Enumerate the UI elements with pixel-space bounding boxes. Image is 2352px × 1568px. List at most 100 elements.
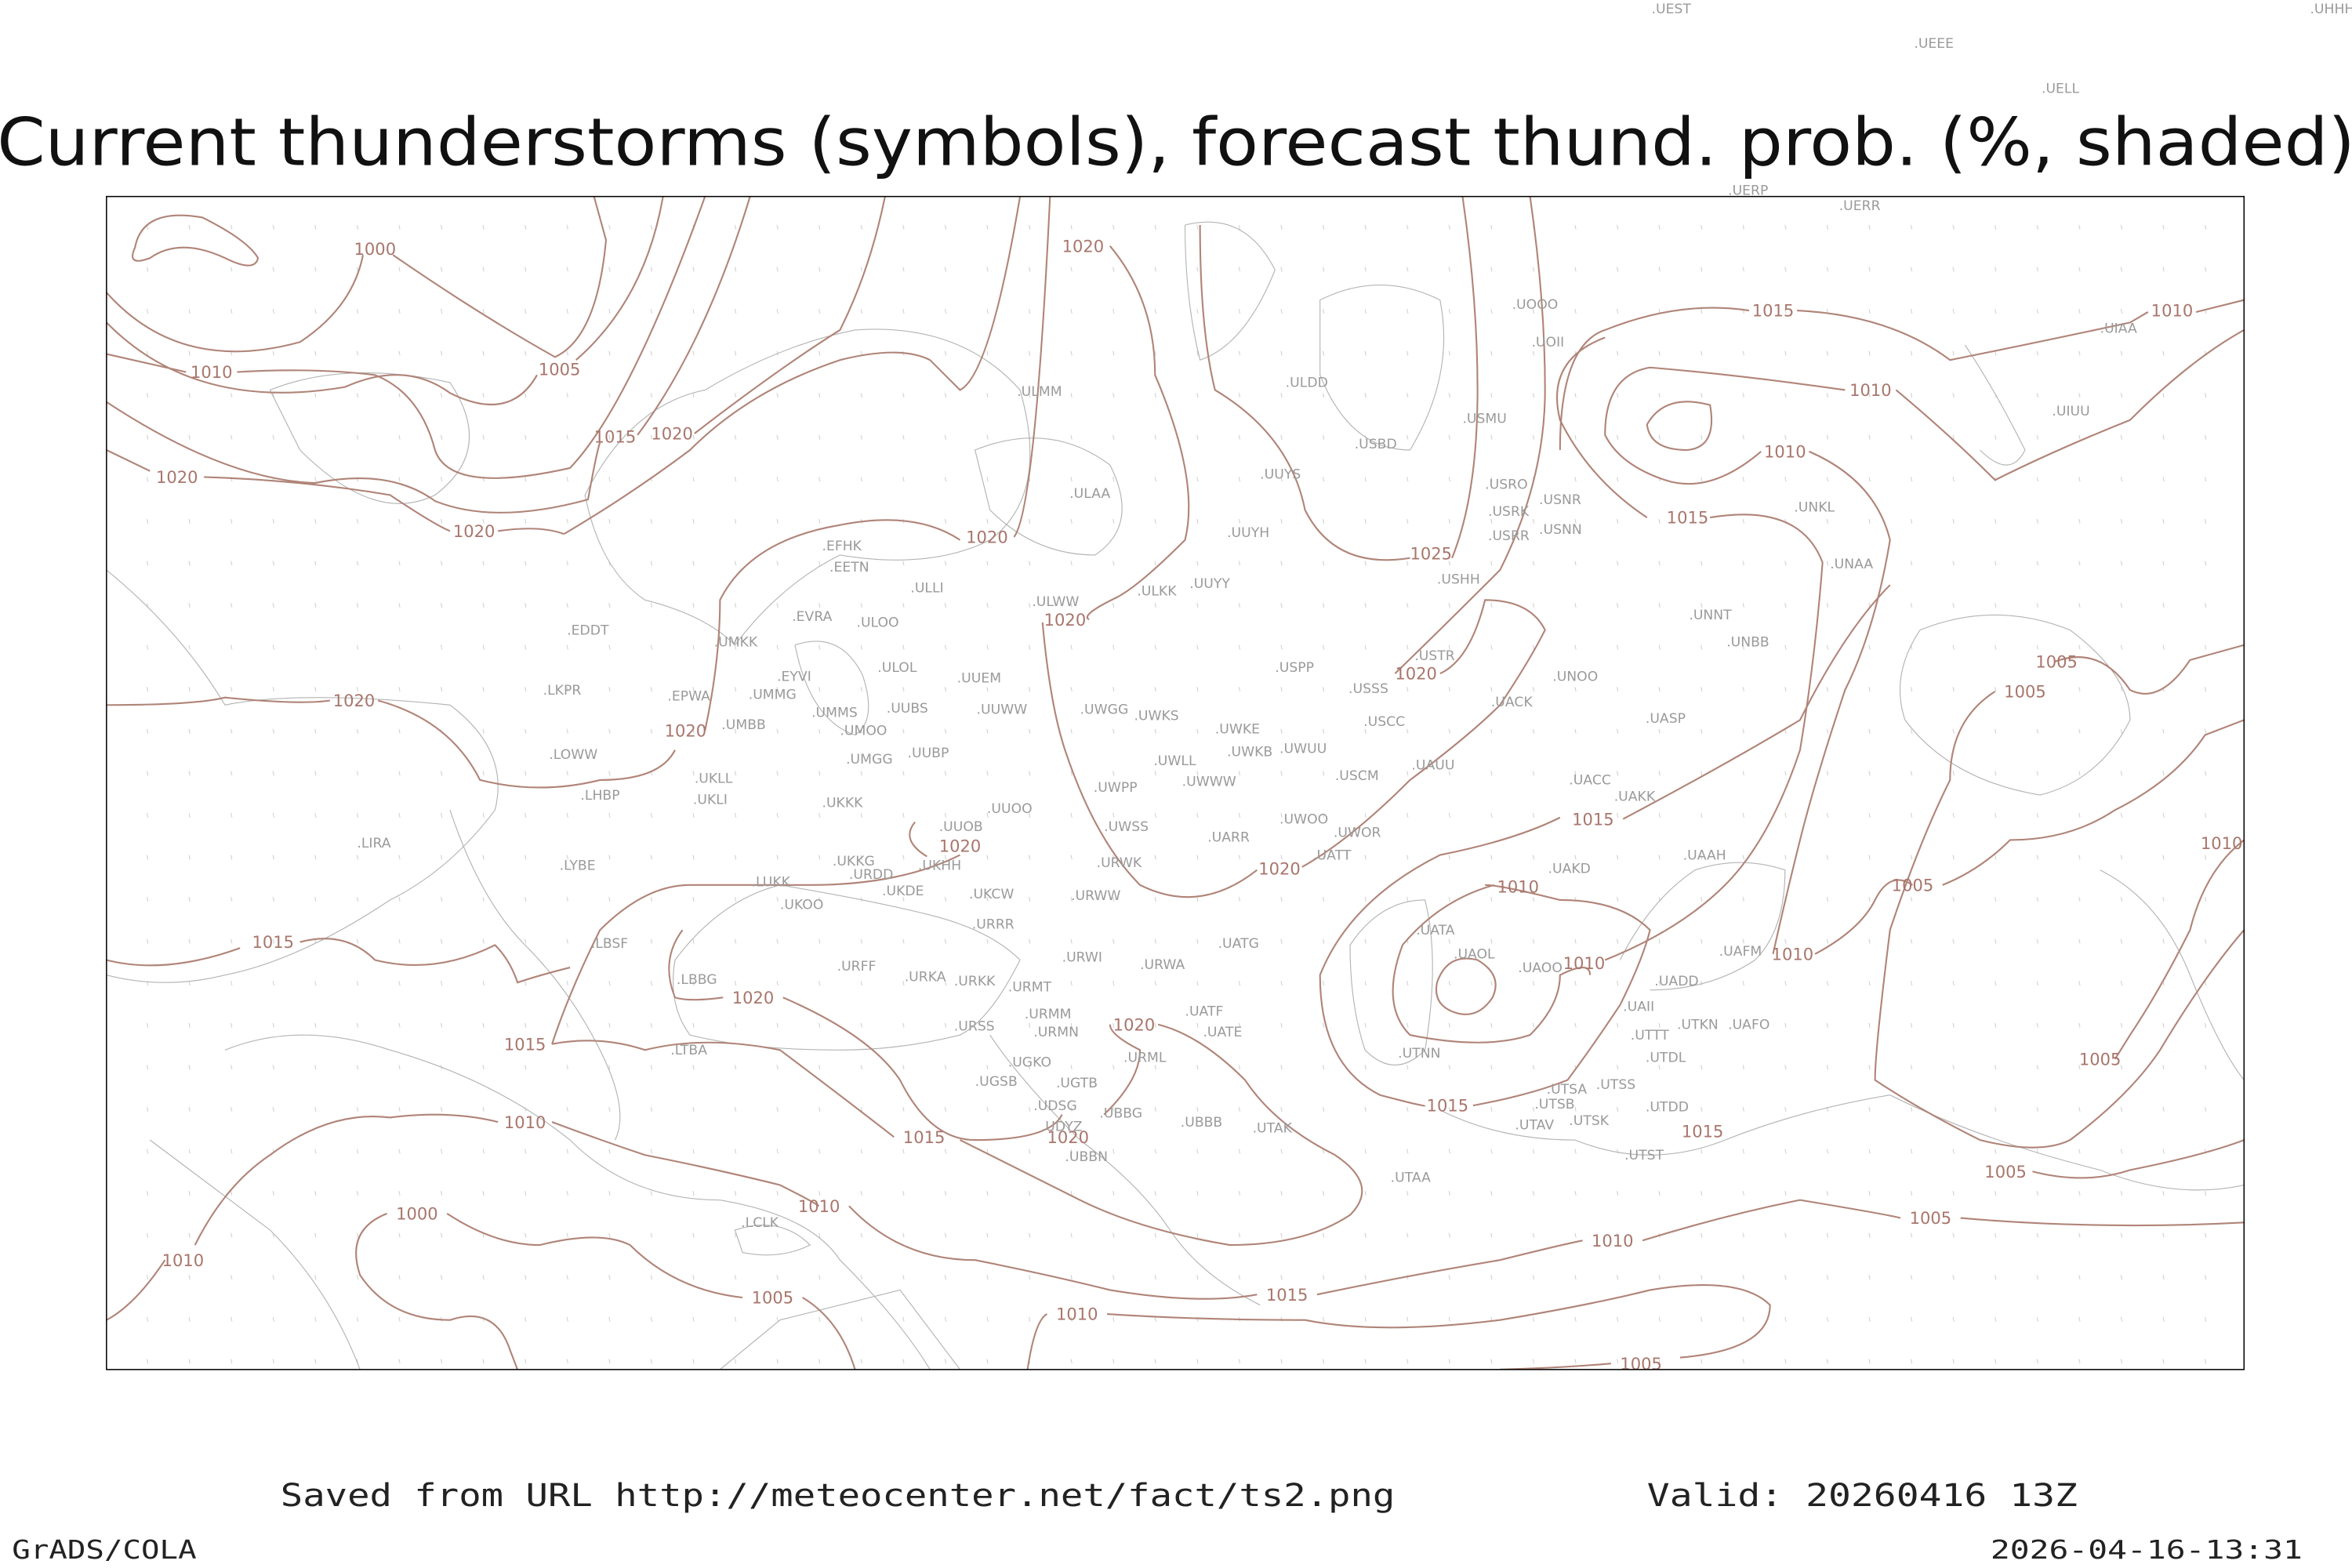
station-label: .UASP [1646,711,1686,727]
station-label: .UGSB [975,1074,1018,1090]
map-area: 1000 1010 1005 1015 1020 1020 1020 1020 1015 1010… [106,196,2245,1370]
isobar-label: 1010 [2151,301,2194,321]
station-label: .UUEM [957,671,1001,687]
station-marker: . [2310,2,2314,17]
station-code: UWKB [1232,744,1273,760]
station-label: .URKK [954,974,996,989]
station-marker: . [1539,492,1543,508]
station-marker: . [1488,528,1492,544]
station-label: .USRR [1488,528,1530,544]
station-label: .UACK [1491,695,1534,710]
station-marker: . [1569,1113,1573,1129]
isobar-label: 1015 [1266,1285,1308,1305]
station-code: UAKK [1618,789,1656,805]
isobar-label: 1010 [2201,833,2243,853]
station-label: .UKDE [882,884,924,899]
station-code: UTST [1629,1148,1664,1163]
station-code: UEST [1656,2,1691,17]
station-label: .UAAH [1683,848,1726,863]
station-label: .UDYZ [1041,1120,1083,1135]
isobar-labels: 1000 1010 1005 1015 1020 1020 1020 1020 1015 1010… [156,236,2243,1369]
station-code: UADD [1659,974,1699,989]
station-marker: . [1181,1115,1185,1131]
station-label: .UTDL [1646,1051,1686,1066]
isobar-label: 1020 [1044,610,1087,630]
station-label: .UWKB [1227,744,1272,760]
station-code: UTSS [1600,1077,1635,1093]
station-label: .UTAA [1391,1171,1431,1186]
station-code: URML [1128,1051,1167,1066]
station-label: .UWKE [1215,722,1260,738]
station-code: URDD [853,867,893,883]
station-code: LHBP [585,788,620,804]
station-label: .LYBE [560,858,596,874]
station-marker: . [1134,708,1138,724]
station-label: .UWOR [1334,826,1381,841]
station-code: URWI [1066,949,1102,965]
station-code: UHHH [2314,2,2352,17]
isobar-label: 1015 [1572,809,1614,829]
station-marker: . [1462,412,1466,427]
isobar-label: 1020 [333,691,376,710]
station-label: .USNR [1539,492,1581,508]
station-marker: . [846,752,850,768]
station-marker: . [1033,1098,1037,1114]
station-marker: . [877,660,881,676]
station-marker: . [1348,681,1352,697]
station-marker: . [987,801,991,817]
station-code: LBSF [595,936,628,952]
station-code: UDSG [1038,1098,1077,1114]
isobar-label: 1000 [396,1204,438,1224]
station-code: UBBN [1069,1149,1108,1165]
station-code: UEEE [1918,36,1954,52]
isobar-label: 1010 [162,1250,205,1270]
station-label: .UDSG [1033,1098,1077,1114]
station-code: URWK [1101,855,1142,871]
station-code: EYVI [782,670,811,685]
station-code: UKKG [837,854,875,869]
station-code: UTNN [1403,1046,1441,1062]
isobar-label: 1015 [504,1034,546,1054]
station-label: .UTAK [1253,1121,1293,1137]
station-label: .UUBP [908,746,949,761]
station-marker: . [957,671,961,687]
station-label: .UOOO [1512,297,1559,313]
station-label: .UTST [1624,1148,1664,1163]
station-code: UKLL [699,771,732,787]
station-marker: . [1017,384,1021,400]
station-label: .UWUU [1279,741,1327,757]
station-marker: . [1631,1028,1635,1044]
station-code: ULAA [1074,486,1111,502]
station-code: UKHH [922,858,961,874]
station-code: URMN [1038,1025,1079,1040]
station-marker: . [856,615,860,631]
station-code: LIRA [361,836,391,851]
station-code: UAUU [1416,758,1455,774]
station-label: .UUYH [1227,525,1269,541]
station-marker: . [677,972,681,988]
station-code: UOII [1536,335,1564,350]
station-marker: . [1207,829,1211,845]
station-marker: . [741,1215,745,1231]
station-marker: . [1099,1105,1103,1121]
station-marker: . [1728,183,1732,199]
isobar-label: 1020 [665,720,707,740]
station-label: .UNAA [1830,557,1873,572]
station-code: UAAH [1687,848,1726,863]
station-marker: . [1491,695,1495,710]
station-marker: . [1071,888,1075,904]
station-label: .LKPR [543,683,582,699]
station-code: URMM [1029,1007,1071,1022]
station-label: .UGTB [1056,1076,1098,1091]
station-label: .UTAV [1515,1118,1554,1134]
station-marker: . [1391,1171,1395,1186]
isobar-label: 1015 [252,932,294,952]
station-marker: . [1062,949,1066,965]
station-code: UWOR [1338,826,1381,841]
isobar-label: 1010 [1563,953,1606,973]
station-label: .USRK [1488,504,1530,520]
station-code: URKA [909,969,946,985]
station-marker: . [1531,335,1535,350]
station-label: .URWW [1071,888,1120,904]
station-code: UNOO [1557,670,1599,685]
